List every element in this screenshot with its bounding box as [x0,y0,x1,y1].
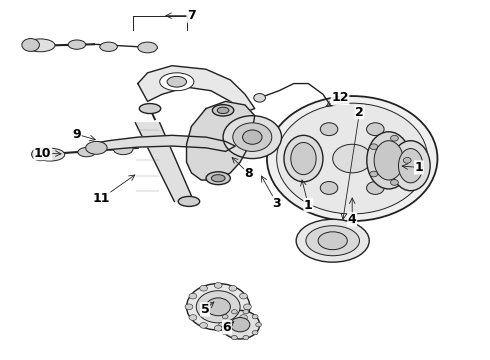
Circle shape [196,291,240,323]
Polygon shape [89,135,235,152]
Ellipse shape [100,42,117,51]
Circle shape [277,103,428,214]
Text: 1: 1 [415,161,423,174]
Circle shape [22,39,39,51]
Text: 4: 4 [348,213,357,226]
Text: 8: 8 [245,167,253,180]
Ellipse shape [211,175,225,182]
Ellipse shape [78,148,96,157]
Circle shape [391,180,398,185]
Circle shape [220,310,260,339]
Ellipse shape [114,144,133,155]
Text: 12: 12 [331,91,349,104]
Circle shape [267,96,438,221]
Circle shape [370,144,378,149]
Text: 2: 2 [355,105,364,119]
Ellipse shape [35,148,65,161]
Polygon shape [138,66,255,112]
Text: 10: 10 [34,147,51,160]
Text: 7: 7 [187,9,196,22]
Circle shape [256,323,262,327]
Ellipse shape [139,104,161,113]
Circle shape [297,152,315,165]
Circle shape [391,135,398,141]
Circle shape [370,171,378,177]
Circle shape [214,283,222,288]
Ellipse shape [167,76,187,87]
Circle shape [367,181,384,194]
Circle shape [222,315,228,319]
Ellipse shape [296,219,369,262]
Polygon shape [135,123,194,202]
Circle shape [231,310,237,314]
Ellipse shape [306,226,360,256]
Ellipse shape [86,141,107,154]
Circle shape [231,336,237,340]
Text: 1: 1 [304,198,313,212]
Circle shape [189,293,197,299]
Circle shape [320,181,338,194]
Text: 3: 3 [272,197,281,210]
Ellipse shape [68,40,86,49]
Ellipse shape [284,135,323,182]
Text: 9: 9 [73,128,81,141]
Circle shape [200,323,207,328]
Circle shape [252,315,258,319]
Circle shape [200,285,207,291]
Circle shape [229,323,237,328]
Circle shape [390,152,407,165]
Circle shape [229,285,237,291]
Circle shape [252,330,258,335]
Circle shape [403,157,411,163]
Circle shape [254,94,266,102]
Text: 5: 5 [201,303,209,316]
Ellipse shape [138,42,157,53]
Circle shape [243,130,262,144]
Circle shape [222,330,228,335]
Circle shape [223,116,282,158]
Text: 11: 11 [93,192,110,205]
Ellipse shape [374,141,403,180]
Circle shape [244,304,251,310]
Circle shape [240,293,247,299]
Ellipse shape [26,39,55,52]
Polygon shape [187,102,255,180]
Ellipse shape [212,105,234,116]
Circle shape [219,323,224,327]
Ellipse shape [318,232,347,249]
Circle shape [243,310,249,314]
Circle shape [187,284,250,330]
Ellipse shape [398,149,423,183]
Ellipse shape [291,143,316,175]
Circle shape [185,304,193,310]
Circle shape [240,315,247,320]
Ellipse shape [206,172,230,185]
Circle shape [233,123,272,152]
Circle shape [189,315,197,320]
Ellipse shape [178,197,200,206]
Circle shape [333,144,372,173]
Text: 6: 6 [222,321,231,334]
Circle shape [367,123,384,136]
Circle shape [243,336,249,340]
Circle shape [230,318,250,332]
Ellipse shape [217,107,229,113]
Circle shape [31,148,49,161]
Ellipse shape [160,73,194,91]
Circle shape [320,123,338,136]
Ellipse shape [367,132,411,189]
Ellipse shape [391,141,430,191]
Circle shape [206,298,230,316]
Circle shape [214,325,222,331]
